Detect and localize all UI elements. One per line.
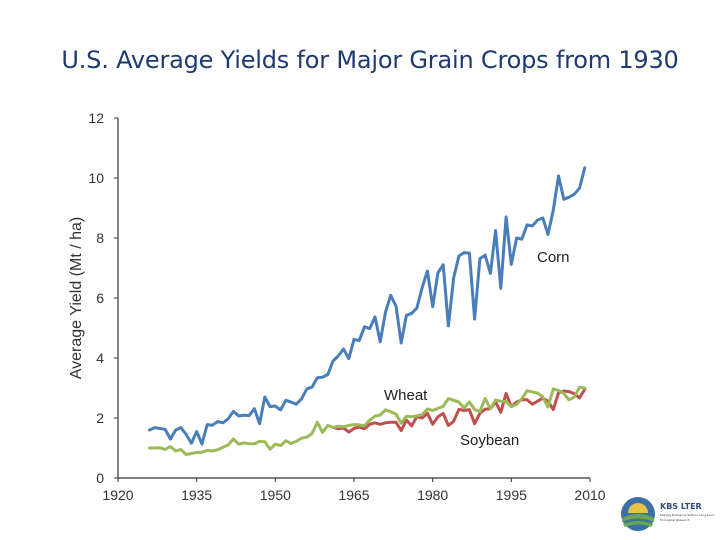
series-line-soybean bbox=[331, 387, 587, 434]
series-label-soybean: Soybean bbox=[460, 432, 519, 449]
kbs-globe-icon bbox=[621, 497, 655, 531]
y-tick-label: 10 bbox=[88, 170, 104, 186]
series-line-wheat bbox=[148, 385, 587, 457]
kbs-lter-logo: KBS LTER Kellogg Biological Station Long… bbox=[620, 494, 716, 536]
x-tick-label: 1965 bbox=[338, 487, 369, 503]
series-labels: Corn Wheat Soybean bbox=[384, 249, 570, 449]
x-tick-label: 1980 bbox=[417, 487, 448, 503]
logo-name: KBS LTER bbox=[660, 502, 702, 511]
axes: 0 2 4 6 8 10 12 1920 1935 1950 1965 1980 1995 2010 Ave… bbox=[68, 110, 606, 503]
y-tick-label: 0 bbox=[96, 470, 104, 486]
x-tick-label: 1920 bbox=[102, 487, 133, 503]
series-label-wheat: Wheat bbox=[384, 387, 428, 404]
y-tick-label: 12 bbox=[88, 110, 104, 126]
series-label-corn: Corn bbox=[537, 249, 570, 266]
x-tick-label: 1950 bbox=[260, 487, 291, 503]
logo-subtitle: Kellogg Biological Station Long-term Eco… bbox=[660, 513, 715, 522]
series-line-corn bbox=[148, 166, 587, 446]
x-tick-label: 1935 bbox=[181, 487, 212, 503]
y-tick-label: 8 bbox=[96, 230, 104, 246]
x-tick-label: 2010 bbox=[574, 487, 605, 503]
y-axis-label: Average Yield (Mt / ha) bbox=[68, 217, 85, 379]
y-tick-label: 4 bbox=[96, 350, 104, 366]
series-group bbox=[148, 166, 587, 457]
x-tick-label: 1995 bbox=[496, 487, 527, 503]
y-tick-label: 6 bbox=[96, 290, 104, 306]
y-tick-label: 2 bbox=[96, 410, 104, 426]
chart-title: U.S. Average Yields for Major Grain Crop… bbox=[61, 46, 679, 74]
